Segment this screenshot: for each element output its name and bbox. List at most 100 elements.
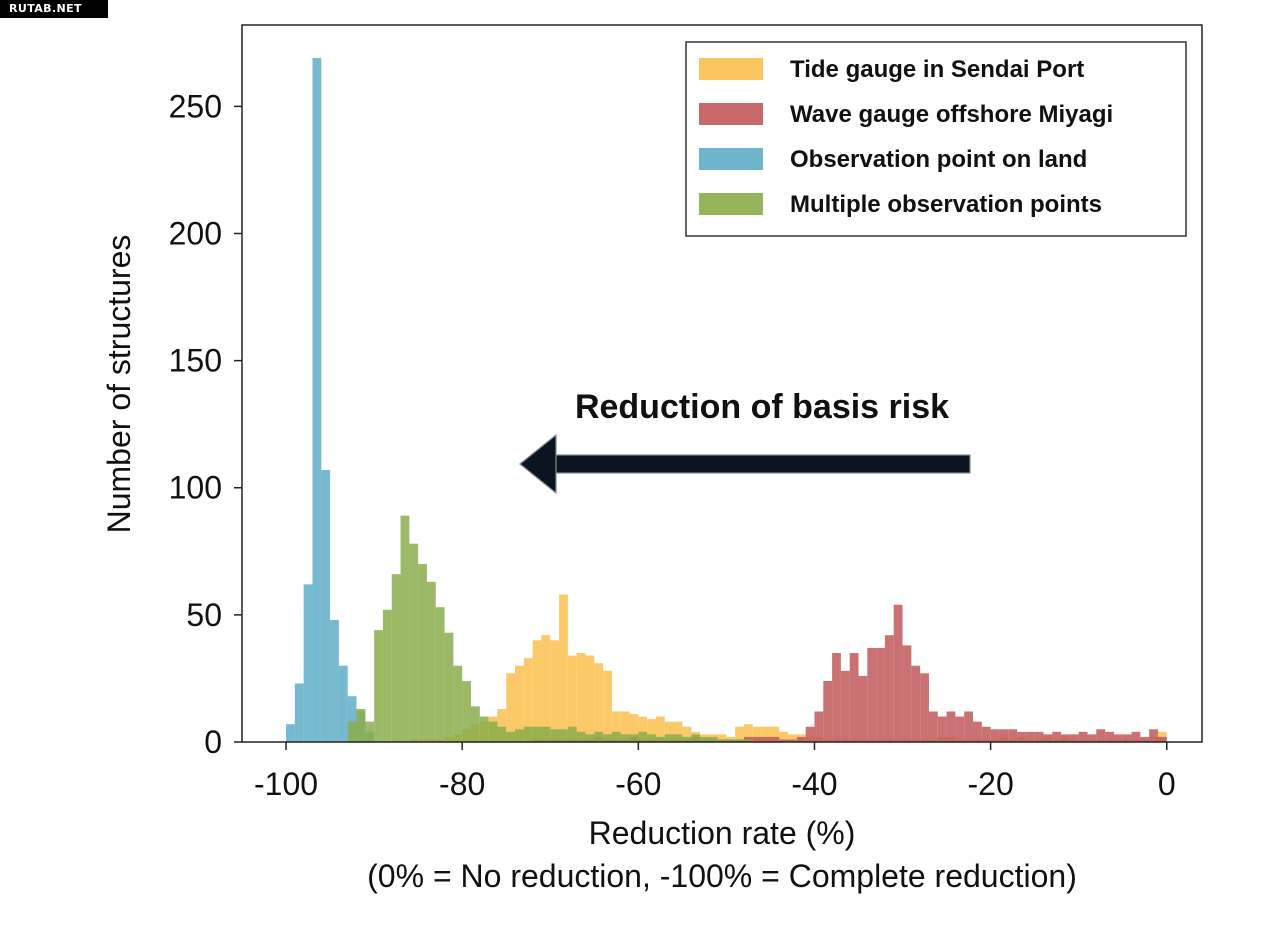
plot-frame: [241, 24, 1203, 743]
histogram-bar: [629, 734, 639, 742]
histogram-bar: [840, 670, 850, 742]
histogram-bar: [515, 665, 524, 742]
histogram-bar: [655, 736, 665, 742]
histogram-bar: [1008, 729, 1018, 742]
y-tick-label: 0: [204, 724, 222, 760]
y-axis-label: Number of structures: [101, 235, 137, 534]
histogram-bar: [876, 647, 885, 742]
histogram-bar: [550, 729, 560, 742]
legend-swatch: [699, 58, 763, 80]
histogram-bar: [532, 726, 542, 742]
histogram-bar: [347, 696, 357, 742]
x-tick-label: -80: [439, 766, 485, 802]
histogram-bar: [330, 619, 339, 742]
histogram-bar: [603, 670, 612, 742]
histogram-bar: [497, 726, 507, 742]
series-1-bars: [409, 594, 1167, 742]
histogram-bar: [902, 645, 912, 742]
x-tick-label: 0: [1158, 766, 1176, 802]
histogram-bar: [893, 604, 903, 742]
histogram-bar: [629, 714, 639, 742]
histogram-bar: [664, 734, 674, 742]
histogram-bar: [585, 655, 595, 742]
histogram-bar: [673, 721, 683, 742]
histogram-bar: [321, 469, 331, 742]
histogram-bar: [867, 647, 877, 742]
histogram-bar: [444, 632, 454, 742]
histogram-bar: [1096, 729, 1106, 742]
histogram-bar: [356, 708, 366, 742]
histogram-bar: [973, 721, 982, 742]
histogram-bar: [805, 726, 815, 742]
histogram-bar: [788, 734, 797, 742]
histogram-bar: [1157, 736, 1167, 742]
histogram-bar: [523, 726, 533, 742]
histogram-bar: [638, 716, 648, 742]
histogram-bar: [382, 609, 392, 742]
histogram-bar: [559, 729, 568, 742]
watermark-badge: RUTAB.NET: [0, 0, 108, 18]
y-tick-label: 50: [186, 597, 222, 633]
histogram-bar: [832, 653, 841, 742]
histogram-bar: [541, 635, 551, 742]
histogram-bar: [294, 683, 304, 742]
histogram-bar: [796, 736, 806, 742]
histogram-bar: [779, 739, 789, 742]
histogram-bar: [576, 731, 586, 742]
x-axis-ticks: -100 -80 -60 -40 -20 0: [254, 742, 1176, 802]
histogram-bar: [1149, 729, 1158, 742]
histogram-bar: [286, 724, 295, 742]
histogram-bar: [770, 736, 780, 742]
series-3-bars: [286, 58, 375, 743]
histogram-bar: [928, 711, 938, 742]
histogram-bar: [1140, 736, 1150, 742]
histogram-bar: [470, 706, 480, 742]
histogram-bar: [303, 584, 313, 742]
histogram-bar: [1034, 731, 1044, 742]
histogram-bar: [726, 736, 736, 742]
histogram-bar: [647, 734, 656, 742]
histogram-bar: [761, 726, 771, 742]
legend-label: Tide gauge in Sendai Port: [790, 56, 1084, 83]
histogram-bar: [1025, 731, 1035, 742]
histogram-bar: [752, 736, 762, 742]
histogram-bar: [576, 653, 586, 742]
histogram-bar: [603, 734, 612, 742]
histogram-bar: [717, 734, 727, 742]
histogram-bar: [858, 675, 868, 742]
x-axis-label-note: (0% = No reduction, -100% = Complete red…: [367, 858, 1077, 894]
histogram-bar: [347, 721, 357, 742]
histogram-bar: [374, 630, 383, 742]
legend-label: Multiple observation points: [790, 191, 1102, 218]
histogram-bar: [620, 734, 630, 742]
histogram-bar: [435, 607, 445, 742]
histogram-bar: [391, 574, 401, 742]
histogram-bar: [920, 673, 929, 742]
x-tick-label: -100: [254, 766, 318, 802]
series-4-bars: [347, 515, 753, 742]
histogram-bar: [990, 729, 1000, 742]
left-arrow-icon: [519, 433, 971, 495]
x-tick-label: -60: [615, 766, 661, 802]
histogram-bar: [506, 673, 516, 742]
histogram-bar: [664, 721, 674, 742]
histogram-bar: [779, 731, 789, 742]
histogram-bar: [752, 726, 762, 742]
x-tick-label: -40: [791, 766, 837, 802]
histogram-bar: [1122, 734, 1132, 742]
histogram-bar: [620, 711, 630, 742]
histogram-bar: [611, 731, 621, 742]
histogram-bar: [594, 731, 604, 742]
histogram-bars: [286, 58, 1167, 743]
histogram-bar: [400, 515, 410, 742]
legend: Tide gauge in Sendai Port Wave gauge offs…: [685, 41, 1187, 237]
histogram-bar: [770, 726, 780, 742]
histogram-bar: [735, 726, 745, 742]
histogram-bar: [999, 729, 1009, 742]
histogram-bar: [647, 719, 656, 742]
histogram-bar: [699, 736, 709, 742]
histogram-bar: [550, 640, 560, 742]
histogram-bar: [1087, 734, 1097, 742]
histogram-bar: [946, 711, 956, 742]
y-tick-label: 150: [169, 343, 222, 379]
